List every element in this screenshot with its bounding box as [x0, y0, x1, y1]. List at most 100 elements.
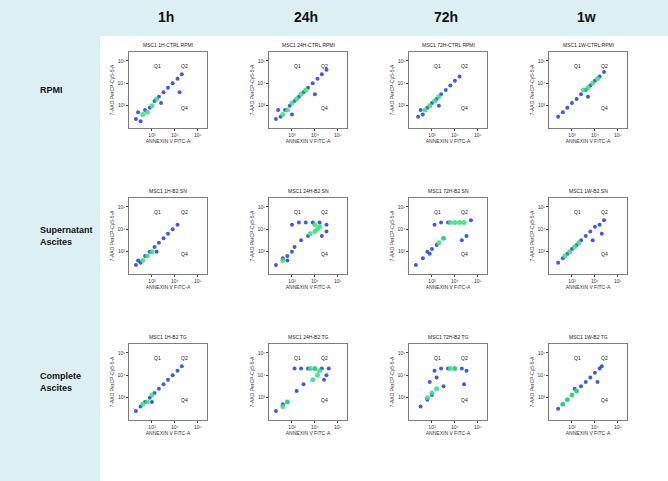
svg-text:RPMI: RPMI: [40, 85, 63, 95]
svg-text:10³: 10³: [428, 424, 436, 430]
svg-text:10⁴: 10⁴: [118, 80, 126, 86]
svg-text:10³: 10³: [148, 132, 156, 138]
svg-text:ANNEXIN V FITC-A: ANNEXIN V FITC-A: [286, 138, 331, 144]
svg-text:Q1: Q1: [434, 209, 441, 215]
svg-text:10⁵: 10⁵: [118, 204, 126, 210]
svg-text:Q2: Q2: [181, 355, 188, 361]
svg-text:10⁵: 10⁵: [258, 58, 266, 64]
svg-text:10³: 10³: [148, 278, 156, 284]
svg-text:10⁵: 10⁵: [194, 132, 202, 138]
svg-text:7-AAD PerCP-Cy5-5-A: 7-AAD PerCP-Cy5-5-A: [529, 64, 535, 116]
svg-text:10⁵: 10⁵: [334, 424, 342, 430]
svg-text:ANNEXIN V FITC-A: ANNEXIN V FITC-A: [566, 284, 611, 290]
svg-text:Q2: Q2: [181, 63, 188, 69]
svg-text:CompleteAscites: CompleteAscites: [40, 371, 81, 393]
svg-text:Q1: Q1: [154, 63, 161, 69]
svg-text:10⁵: 10⁵: [398, 204, 406, 210]
svg-text:Q4: Q4: [321, 105, 328, 111]
svg-text:1h: 1h: [158, 9, 174, 25]
svg-text:10⁴: 10⁴: [311, 132, 319, 138]
svg-text:10⁴: 10⁴: [451, 132, 459, 138]
svg-text:10⁴: 10⁴: [451, 424, 459, 430]
svg-text:10³: 10³: [538, 394, 546, 400]
svg-text:MSC1 1W-CTRL RPMI: MSC1 1W-CTRL RPMI: [563, 42, 614, 48]
svg-text:Q4: Q4: [601, 397, 608, 403]
svg-text:7-AAD PerCP-Cy5-5-A: 7-AAD PerCP-Cy5-5-A: [109, 64, 115, 116]
svg-text:ANNEXIN V FITC-A: ANNEXIN V FITC-A: [286, 430, 331, 436]
svg-text:Q2: Q2: [181, 209, 188, 215]
svg-text:10⁵: 10⁵: [194, 424, 202, 430]
svg-text:MSC1 24H-B2 SN: MSC1 24H-B2 SN: [288, 188, 329, 194]
svg-text:10³: 10³: [148, 424, 156, 430]
svg-text:10⁴: 10⁴: [591, 424, 599, 430]
svg-text:10³: 10³: [398, 248, 406, 254]
svg-text:Q4: Q4: [461, 251, 468, 257]
svg-text:10⁵: 10⁵: [398, 58, 406, 64]
svg-text:MSC1 72H-B2 SN: MSC1 72H-B2 SN: [428, 188, 469, 194]
svg-text:10³: 10³: [288, 278, 296, 284]
svg-text:10⁵: 10⁵: [474, 424, 482, 430]
svg-text:Q2: Q2: [601, 209, 608, 215]
svg-text:10³: 10³: [398, 394, 406, 400]
svg-text:Q1: Q1: [434, 355, 441, 361]
svg-text:10³: 10³: [288, 424, 296, 430]
svg-text:MSC1 24H-B2 TG: MSC1 24H-B2 TG: [288, 334, 329, 340]
svg-text:7-AAD PerCP-Cy5-5-A: 7-AAD PerCP-Cy5-5-A: [109, 210, 115, 262]
svg-text:7-AAD PerCP-Cy5-5-A: 7-AAD PerCP-Cy5-5-A: [109, 356, 115, 408]
svg-text:10³: 10³: [258, 394, 266, 400]
svg-text:Q1: Q1: [434, 63, 441, 69]
svg-text:10⁵: 10⁵: [614, 132, 622, 138]
svg-text:10³: 10³: [568, 132, 576, 138]
svg-text:72h: 72h: [434, 9, 458, 25]
svg-text:Q1: Q1: [154, 209, 161, 215]
svg-text:10³: 10³: [118, 102, 126, 108]
svg-text:10⁵: 10⁵: [614, 278, 622, 284]
svg-text:Q2: Q2: [321, 355, 328, 361]
svg-text:10⁴: 10⁴: [311, 278, 319, 284]
svg-text:MSC1 1H-B2 TG: MSC1 1H-B2 TG: [149, 334, 187, 340]
svg-text:7-AAD PerCP-Cy5-5-A: 7-AAD PerCP-Cy5-5-A: [249, 64, 255, 116]
svg-text:10³: 10³: [288, 132, 296, 138]
svg-text:MSC1 1H-CTRL RPMI: MSC1 1H-CTRL RPMI: [143, 42, 193, 48]
svg-text:Q4: Q4: [181, 397, 188, 403]
svg-text:Q4: Q4: [461, 397, 468, 403]
svg-text:10⁵: 10⁵: [538, 350, 546, 356]
svg-text:10⁴: 10⁴: [171, 424, 179, 430]
svg-text:10⁵: 10⁵: [398, 350, 406, 356]
svg-text:Q2: Q2: [601, 63, 608, 69]
svg-text:Q1: Q1: [294, 63, 301, 69]
svg-text:ANNEXIN V FITC-A: ANNEXIN V FITC-A: [146, 138, 191, 144]
svg-text:Q1: Q1: [154, 355, 161, 361]
svg-text:10⁵: 10⁵: [614, 424, 622, 430]
svg-text:ANNEXIN V FITC-A: ANNEXIN V FITC-A: [426, 284, 471, 290]
svg-text:SupernatantAscites: SupernatantAscites: [40, 225, 93, 247]
svg-text:Q1: Q1: [294, 209, 301, 215]
svg-text:10⁵: 10⁵: [474, 278, 482, 284]
svg-text:10⁴: 10⁴: [258, 80, 266, 86]
svg-text:ANNEXIN V FITC-A: ANNEXIN V FITC-A: [566, 430, 611, 436]
svg-text:ANNEXIN V FITC-A: ANNEXIN V FITC-A: [146, 430, 191, 436]
svg-text:Q4: Q4: [321, 397, 328, 403]
svg-text:7-AAD PerCP-Cy5-5-A: 7-AAD PerCP-Cy5-5-A: [389, 210, 395, 262]
svg-text:7-AAD PerCP-Cy5-5-A: 7-AAD PerCP-Cy5-5-A: [529, 356, 535, 408]
svg-text:10⁴: 10⁴: [118, 226, 126, 232]
svg-text:10⁵: 10⁵: [474, 132, 482, 138]
svg-text:10⁴: 10⁴: [591, 132, 599, 138]
svg-text:Q2: Q2: [461, 63, 468, 69]
svg-text:10³: 10³: [538, 102, 546, 108]
svg-text:10⁵: 10⁵: [538, 58, 546, 64]
svg-text:Q1: Q1: [574, 355, 581, 361]
svg-text:Q1: Q1: [574, 63, 581, 69]
svg-text:Q4: Q4: [181, 251, 188, 257]
svg-text:10⁴: 10⁴: [591, 278, 599, 284]
svg-text:10⁵: 10⁵: [538, 204, 546, 210]
svg-text:10⁴: 10⁴: [258, 226, 266, 232]
svg-text:10³: 10³: [118, 248, 126, 254]
svg-text:10⁵: 10⁵: [118, 350, 126, 356]
svg-text:10⁴: 10⁴: [258, 372, 266, 378]
svg-text:ANNEXIN V FITC-A: ANNEXIN V FITC-A: [146, 284, 191, 290]
svg-text:Q1: Q1: [574, 209, 581, 215]
svg-text:10⁴: 10⁴: [398, 80, 406, 86]
svg-text:7-AAD PerCP-Cy5-5-A: 7-AAD PerCP-Cy5-5-A: [249, 356, 255, 408]
svg-text:ANNEXIN V FITC-A: ANNEXIN V FITC-A: [426, 430, 471, 436]
